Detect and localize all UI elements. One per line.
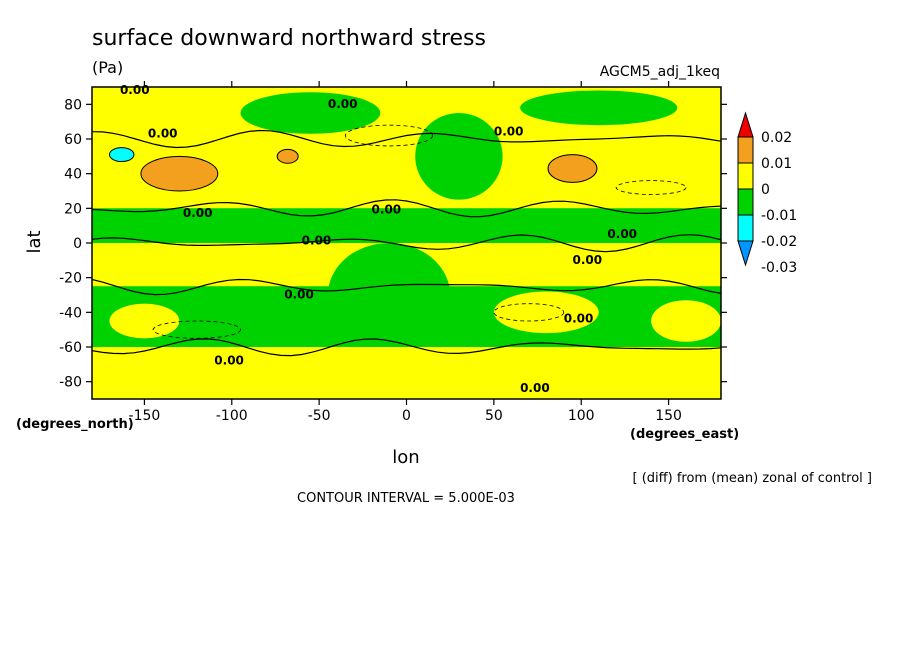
legend-tick-label: 0.02 (761, 130, 792, 146)
negative-contour-3 (615, 180, 687, 195)
contour-label: 0.00 (328, 97, 358, 111)
contour-label: 0.00 (572, 253, 602, 267)
chart-title: surface downward northward stress (92, 26, 486, 51)
field-blob-2 (276, 148, 299, 164)
x-tick-label: -150 (129, 408, 161, 424)
contour-label: 0.00 (302, 234, 332, 248)
legend-tick-label: 0.01 (761, 156, 792, 172)
contour-label: 0.00 (607, 227, 637, 241)
y-tick-label: 40 (64, 167, 82, 183)
y-tick-label: -40 (59, 305, 82, 321)
contour-layer (92, 124, 721, 357)
y-tick-label: 20 (64, 201, 82, 217)
contour-label: 0.00 (494, 125, 524, 139)
field-blob-7 (327, 243, 451, 347)
zero-contour-0 (92, 129, 721, 149)
y-axis-label: lat (24, 230, 45, 253)
field-blob-5 (520, 90, 678, 126)
zero-contour-4 (92, 338, 721, 357)
y-tick-label: 60 (64, 132, 82, 148)
negative-contour-1 (493, 303, 565, 322)
units-label: (Pa) (92, 58, 123, 77)
field-blob-10 (109, 303, 180, 339)
y-tick-label: 0 (73, 236, 82, 252)
legend-arrow-top (737, 111, 754, 138)
x-axis: -150 -100 -50 0 50 100 150 (129, 81, 682, 424)
y-tick-label: -80 (59, 375, 82, 391)
y-axis: -80 -60 -40 -20 0 20 40 60 80 (59, 97, 727, 391)
contour-label: 0.00 (214, 353, 244, 367)
field-blob-6 (415, 113, 503, 200)
field-blob-4 (240, 92, 381, 134)
legend-swatch (737, 162, 754, 190)
x-tick-label: 0 (402, 408, 411, 424)
legend-arrow-bottom (737, 240, 754, 267)
contour-label: 0.00 (284, 287, 314, 301)
contour-label: 0.00 (564, 312, 594, 326)
legend-swatch (737, 136, 754, 164)
field-layer (92, 87, 721, 399)
contour-label: 0.00 (183, 206, 213, 220)
x-unit-label: (degrees_east) (630, 427, 739, 442)
field-blob-9 (651, 300, 721, 342)
legend-swatch (737, 188, 754, 216)
x-tick-label: 100 (568, 408, 595, 424)
contour-label: 0.00 (120, 83, 150, 97)
contour-label: 0.00 (520, 381, 550, 395)
field-band-2 (92, 208, 721, 243)
field-band-5 (92, 347, 721, 399)
zero-contour-1 (92, 199, 721, 218)
field-blob-3 (108, 147, 135, 163)
contour-label: 0.00 (372, 203, 402, 217)
x-tick-label: 150 (655, 408, 682, 424)
x-tick-label: 50 (485, 408, 503, 424)
negative-contour-2 (152, 320, 241, 339)
y-tick-label: -20 (59, 271, 82, 287)
color-legend: 0.02 0.01 0 -0.01 -0.02 -0.03 (737, 111, 797, 276)
field-blob-1 (547, 154, 598, 183)
plot-area: 0.00 0.00 0.00 0.00 0.00 0.00 0.00 0.00 0.00 0.00… (91, 83, 722, 400)
run-label: AGCM5_adj_1keq (600, 64, 720, 80)
legend-tick-label: -0.02 (761, 234, 797, 250)
legend-tick-label: -0.01 (761, 208, 797, 224)
y-tick-label: -60 (59, 340, 82, 356)
negative-contour-0 (344, 124, 434, 147)
x-axis-label: lon (392, 447, 419, 468)
zero-contour-2 (92, 234, 721, 253)
y-unit-label: (degrees_north) (16, 417, 134, 432)
y-tick-label: 80 (64, 97, 82, 113)
legend-tick-label: 0 (761, 182, 770, 198)
contour-interval: CONTOUR INTERVAL = 5.000E-03 (297, 491, 515, 506)
diff-note: [ (diff) from (mean) zonal of control ] (633, 471, 872, 486)
legend-tick-label: -0.03 (761, 260, 797, 276)
x-tick-label: -50 (308, 408, 331, 424)
zero-contour-3 (92, 278, 721, 296)
field-blob-8 (493, 291, 599, 334)
contour-label: 0.00 (148, 126, 178, 140)
legend-swatch (737, 214, 754, 242)
field-blob-0 (140, 155, 219, 192)
x-tick-label: -100 (216, 408, 248, 424)
